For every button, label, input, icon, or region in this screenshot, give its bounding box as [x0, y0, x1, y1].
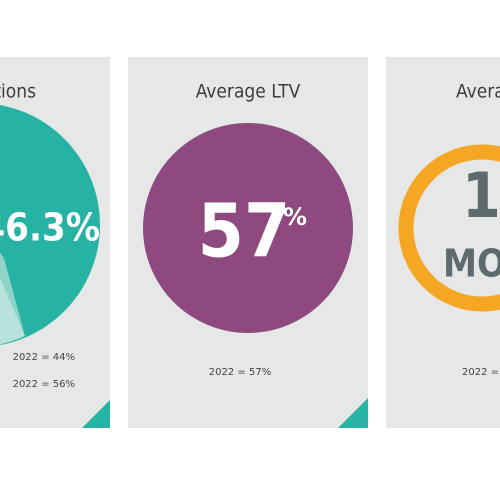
- big-unit: %: [283, 203, 307, 231]
- big-value: 46.3%: [0, 206, 100, 250]
- card-title: Average LTV: [196, 81, 301, 103]
- note: 2022 = 57%: [209, 367, 271, 378]
- circle: [143, 123, 353, 333]
- ring: [398, 144, 500, 312]
- corner-fold: [338, 398, 368, 428]
- card-title: Averag: [456, 81, 500, 103]
- pie: [0, 105, 100, 345]
- note: 2022 = 1: [462, 367, 500, 378]
- card-title: tions: [0, 81, 36, 103]
- big-unit: MON: [443, 242, 500, 286]
- corner-fold: [82, 400, 110, 428]
- card: Average LTV 57 % 2022 = 57%: [128, 57, 368, 428]
- pie-slice: [0, 252, 25, 336]
- card: tions 46.3% 2022 = 44% 2022 = 56%: [0, 57, 110, 428]
- pie-slice: [0, 276, 25, 345]
- note: 2022 = 56%: [13, 379, 75, 390]
- note: 2022 = 44%: [13, 352, 75, 363]
- big-value: 1: [462, 159, 500, 232]
- big-value: 57: [198, 189, 291, 275]
- card: Averag 1 MON 2022 = 1: [386, 57, 500, 428]
